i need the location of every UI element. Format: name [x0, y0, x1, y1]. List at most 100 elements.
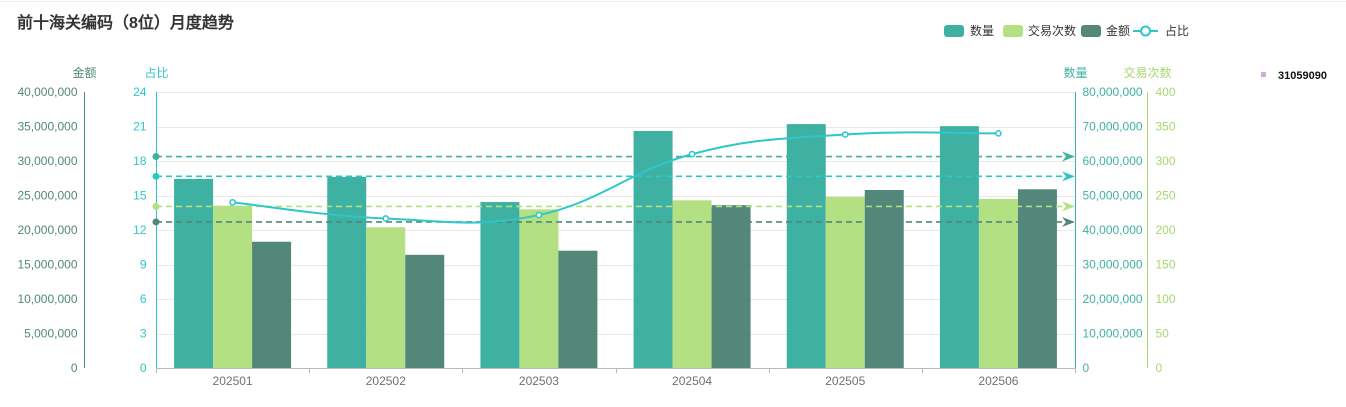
bar-quantity-202503[interactable]	[480, 202, 520, 368]
y-axis-title-transaction-count: 交易次数	[1123, 65, 1171, 80]
bar-transaction-count-202506[interactable]	[978, 198, 1018, 368]
bar-amount-202506[interactable]	[1017, 189, 1057, 368]
y-tick-label-transaction-count: 350	[1156, 120, 1176, 134]
average-mark-lines	[152, 151, 1075, 227]
legend-swatch-transaction-count	[1003, 25, 1023, 37]
y-tick-label-transaction-count: 150	[1156, 258, 1176, 272]
y-tick-label-share: 6	[140, 292, 147, 306]
y-axis-title-amount: 金额	[72, 65, 96, 80]
bar-transaction-count-202505[interactable]	[825, 196, 865, 368]
bars-amount	[252, 189, 1057, 368]
average-line-share	[152, 171, 1075, 182]
bar-transaction-count-202502[interactable]	[366, 227, 406, 368]
bar-quantity-202504[interactable]	[633, 130, 673, 368]
y-tick-label-share: 12	[133, 223, 147, 237]
x-tick-label: 202504	[672, 374, 712, 388]
y-tick-label-share: 3	[140, 327, 147, 341]
bar-quantity-202501[interactable]	[174, 178, 214, 368]
average-line-arrow-transaction-count	[1062, 201, 1075, 212]
grid	[156, 92, 1075, 335]
line-point-share-202501[interactable]	[229, 199, 236, 206]
legend-item-quantity[interactable]: 数量	[944, 23, 994, 38]
bar-transaction-count-202503[interactable]	[519, 209, 559, 368]
y-tick-label-share: 21	[133, 120, 147, 134]
line-point-share-202505[interactable]	[841, 131, 849, 138]
average-line-start-transaction-count	[152, 202, 160, 210]
filter-tag[interactable]: 31059090	[1261, 70, 1327, 82]
filter-tag-swatch	[1261, 72, 1266, 77]
y-axis-title-quantity: 数量	[1063, 65, 1087, 80]
legend-label-quantity: 数量	[970, 23, 994, 38]
legend-label-amount: 金额	[1106, 23, 1130, 38]
y-tick-label-share: 9	[140, 258, 147, 272]
y-tick-label-quantity: 70,000,000	[1083, 120, 1143, 134]
bar-amount-202502[interactable]	[405, 254, 445, 368]
y-tick-label-transaction-count: 50	[1156, 327, 1170, 341]
average-line-arrow-amount	[1062, 216, 1075, 227]
bar-quantity-202506[interactable]	[939, 126, 979, 368]
legend-label-share: 占比	[1165, 23, 1189, 38]
y-tick-label-transaction-count: 200	[1156, 223, 1176, 237]
bar-transaction-count-202501[interactable]	[213, 205, 253, 368]
bar-amount-202501[interactable]	[252, 241, 292, 368]
legend-item-amount[interactable]: 金额	[1081, 23, 1130, 38]
y-tick-label-quantity: 10,000,000	[1083, 327, 1143, 341]
line-point-share-202504[interactable]	[688, 150, 696, 158]
x-tick-label: 202503	[519, 374, 559, 388]
legend-item-transaction-count[interactable]: 交易次数	[1003, 23, 1076, 38]
y-tick-label-quantity: 40,000,000	[1083, 223, 1143, 237]
y-tick-label-quantity: 30,000,000	[1083, 258, 1143, 272]
bar-amount-202503[interactable]	[558, 250, 598, 368]
line-series	[229, 130, 1002, 224]
filter-tag-label: 31059090	[1278, 70, 1327, 82]
y-tick-label-quantity: 0	[1083, 361, 1090, 375]
y-axis-transaction-count: 交易次数 0 50 100 150 200 250 300 350 400	[1123, 65, 1175, 375]
bar-quantity-202502[interactable]	[327, 176, 367, 368]
bar-quantity-202505[interactable]	[786, 124, 826, 369]
axes: 金额 0 5,000,000 10,000,000 15,000,000 20,000,0…	[17, 65, 1175, 388]
y-tick-label-share: 18	[133, 154, 147, 168]
chart-title: 前十海关编码（8位）月度趋势	[17, 13, 234, 32]
y-tick-label-amount: 20,000,000	[17, 223, 77, 237]
legend: 数量 交易次数 金额 占比	[944, 23, 1189, 38]
legend-swatch-quantity	[944, 25, 964, 37]
y-tick-label-amount: 15,000,000	[17, 258, 77, 272]
average-line-arrow-quantity	[1062, 151, 1075, 162]
y-tick-label-transaction-count: 0	[1156, 361, 1163, 375]
average-line-arrow-share	[1062, 171, 1075, 182]
y-tick-label-share: 24	[133, 85, 147, 99]
line-point-share-202503[interactable]	[535, 211, 543, 219]
bar-amount-202504[interactable]	[711, 205, 751, 368]
legend-swatch-amount	[1081, 25, 1101, 37]
y-tick-label-transaction-count: 300	[1156, 154, 1176, 168]
bar-series	[174, 124, 1057, 369]
y-tick-label-quantity: 20,000,000	[1083, 292, 1143, 306]
y-tick-label-quantity: 80,000,000	[1083, 85, 1143, 99]
average-line-start-share	[152, 172, 160, 180]
y-axis-amount: 金额 0 5,000,000 10,000,000 15,000,000 20,000,0…	[17, 65, 96, 375]
y-axis-quantity: 数量 0 10,000,000 20,000,000 30,000,000 40,000,…	[1063, 65, 1142, 375]
x-axis: 202501 202502 202503 202504 202505 202506	[156, 368, 1076, 388]
line-point-share-202506[interactable]	[995, 130, 1002, 137]
y-tick-label-transaction-count: 400	[1156, 85, 1176, 99]
y-tick-label-amount: 25,000,000	[17, 189, 77, 203]
y-axis-title-share: 占比	[144, 65, 168, 80]
bars-quantity	[174, 124, 979, 369]
average-line-start-quantity	[152, 153, 160, 161]
average-line-amount	[152, 216, 1075, 227]
average-line-start-amount	[152, 218, 160, 226]
legend-label-transaction-count: 交易次数	[1028, 23, 1076, 38]
y-tick-label-quantity: 60,000,000	[1083, 154, 1143, 168]
legend-item-share[interactable]: 占比	[1133, 23, 1189, 38]
x-tick-label: 202502	[366, 374, 406, 388]
x-tick-label: 202506	[978, 374, 1018, 388]
y-tick-label-transaction-count: 250	[1156, 189, 1176, 203]
x-tick-label: 202505	[825, 374, 865, 388]
average-line-transaction-count	[152, 201, 1075, 212]
y-tick-label-share: 15	[133, 189, 147, 203]
bar-amount-202505[interactable]	[864, 189, 904, 368]
line-point-share-202502[interactable]	[382, 215, 390, 222]
bar-transaction-count-202504[interactable]	[672, 200, 712, 368]
